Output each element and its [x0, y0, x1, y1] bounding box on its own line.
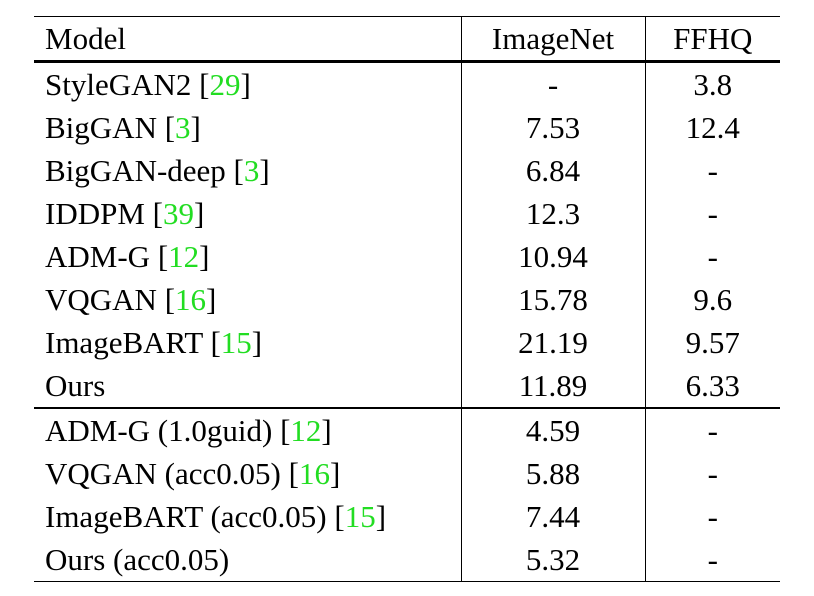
model-cell: Ours	[34, 364, 461, 408]
citation-link[interactable]: 15	[220, 325, 252, 360]
citation[interactable]: [12]	[150, 239, 210, 274]
imagenet-cell: -	[460, 61, 645, 106]
model-name: ImageBART (acc0.05)	[45, 499, 327, 534]
citation[interactable]: [16]	[280, 456, 341, 491]
model-name: BigGAN-deep	[45, 153, 226, 188]
table-row: ADM-G [12] 10.94-	[34, 235, 780, 278]
table-row: VQGAN [16] 15.78 9.6	[34, 278, 780, 321]
imagenet-cell: 10.94	[460, 235, 645, 278]
table-row: Ours (acc0.05) 5.32-	[34, 538, 780, 582]
citation-link[interactable]: 16	[175, 282, 207, 317]
imagenet-cell: 5.88	[460, 452, 645, 495]
table-row: BigGAN [3] 7.53 12.4	[34, 106, 780, 149]
citation[interactable]: [3]	[225, 153, 270, 188]
citation[interactable]: [15]	[202, 325, 263, 360]
imagenet-cell: 4.59	[460, 407, 645, 452]
model-cell: VQGAN [16]	[34, 278, 461, 321]
imagenet-cell: 21.19	[460, 321, 645, 364]
citation[interactable]: [29]	[191, 67, 251, 102]
model-cell: ImageBART (acc0.05) [15]	[34, 495, 461, 538]
ffhq-cell: 3.8	[644, 61, 780, 106]
table-row: BigGAN-deep [3] 6.84-	[34, 149, 780, 192]
model-name: Ours (acc0.05)	[45, 542, 230, 577]
imagenet-cell: 7.53	[460, 106, 645, 149]
imagenet-cell: 11.89	[460, 364, 645, 408]
ffhq-cell: -	[644, 495, 780, 538]
imagenet-cell: 12.3	[460, 192, 645, 235]
citation-link[interactable]: 29	[209, 67, 241, 102]
model-name: ImageBART	[45, 325, 203, 360]
ffhq-cell: 9.6	[644, 278, 780, 321]
imagenet-cell: 15.78	[460, 278, 645, 321]
citation[interactable]: [3]	[156, 110, 201, 145]
model-name: StyleGAN2	[45, 67, 192, 102]
model-name: VQGAN	[45, 282, 157, 317]
table-group-1: StyleGAN2 [29] -3.8 BigGAN [3] 7.53 12.4 BigG…	[34, 61, 780, 408]
model-cell: ADM-G (1.0guid) [12]	[34, 407, 461, 452]
citation-link[interactable]: 39	[162, 196, 194, 231]
citation-link[interactable]: 12	[168, 239, 200, 274]
ffhq-cell: -	[644, 407, 780, 452]
imagenet-cell: 7.44	[460, 495, 645, 538]
table-row: ImageBART (acc0.05) [15] 7.44-	[34, 495, 780, 538]
ffhq-cell: -	[644, 192, 780, 235]
results-table: Model ImageNet FFHQ StyleGAN2 [29] -3.8 Bi…	[34, 16, 780, 582]
model-cell: VQGAN (acc0.05) [16]	[34, 452, 461, 495]
model-name: VQGAN (acc0.05)	[45, 456, 281, 491]
model-name: IDDPM	[45, 196, 145, 231]
ffhq-cell: -	[644, 235, 780, 278]
citation-link[interactable]: 15	[344, 499, 376, 534]
ffhq-cell: -	[644, 538, 780, 582]
table-row: StyleGAN2 [29] -3.8	[34, 61, 780, 107]
model-cell: BigGAN [3]	[34, 106, 461, 149]
imagenet-cell: 6.84	[460, 149, 645, 192]
table-row: VQGAN (acc0.05) [16] 5.88-	[34, 452, 780, 495]
ffhq-cell: 6.33	[644, 364, 780, 408]
model-name: Ours	[45, 368, 106, 403]
header-model: Model	[34, 16, 461, 63]
citation[interactable]: [15]	[326, 499, 387, 534]
table-group-2: ADM-G (1.0guid) [12] 4.59- VQGAN (acc0.05)…	[34, 407, 780, 582]
citation[interactable]: [16]	[156, 282, 217, 317]
model-cell: Ours (acc0.05)	[34, 538, 461, 582]
model-name: ADM-G (1.0guid)	[45, 413, 273, 448]
table-row: IDDPM [39] 12.3-	[34, 192, 780, 235]
table-row: ImageBART [15] 21.19 9.57	[34, 321, 780, 364]
header-row: Model ImageNet FFHQ	[34, 16, 780, 63]
imagenet-cell: 5.32	[460, 538, 645, 582]
citation-link[interactable]: 3	[175, 110, 191, 145]
ffhq-cell: -	[644, 149, 780, 192]
model-cell: StyleGAN2 [29]	[34, 62, 461, 107]
model-cell: ImageBART [15]	[34, 321, 461, 364]
ffhq-cell: 12.4	[644, 106, 780, 149]
model-cell: BigGAN-deep [3]	[34, 149, 461, 192]
citation[interactable]: [39]	[144, 196, 205, 231]
citation-link[interactable]: 12	[290, 413, 322, 448]
ffhq-cell: -	[644, 452, 780, 495]
header-ffhq: FFHQ	[644, 16, 780, 63]
model-name: ADM-G	[45, 239, 151, 274]
citation-link[interactable]: 16	[298, 456, 330, 491]
citation[interactable]: [12]	[272, 413, 332, 448]
table-row: ADM-G (1.0guid) [12] 4.59-	[34, 407, 780, 452]
model-name: BigGAN	[45, 110, 157, 145]
citation-link[interactable]: 3	[243, 153, 260, 188]
model-cell: ADM-G [12]	[34, 235, 461, 278]
header-imagenet: ImageNet	[460, 16, 645, 63]
model-cell: IDDPM [39]	[34, 192, 461, 235]
table-header: Model ImageNet FFHQ	[34, 16, 780, 63]
table-row: Ours 11.89 6.33	[34, 364, 780, 408]
ffhq-cell: 9.57	[644, 321, 780, 364]
